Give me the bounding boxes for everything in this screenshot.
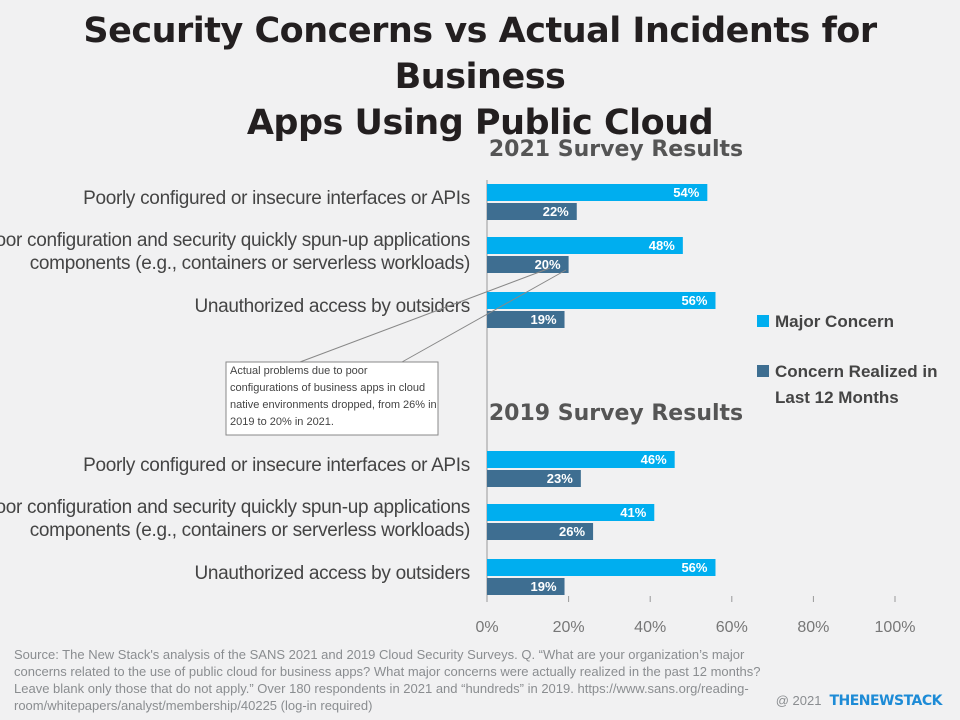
annotation-text: Actual problems due to poor <box>230 365 368 377</box>
concern-realized-bar <box>487 578 565 595</box>
copyright: @ 2021 <box>775 693 822 708</box>
bar-value-label: 20% <box>535 257 561 272</box>
bar-value-label: 23% <box>547 471 573 486</box>
major-concern-bar <box>487 504 655 521</box>
major-concern-bar <box>487 237 683 254</box>
concern-realized-bar <box>487 203 577 220</box>
legend-label: Last 12 Months <box>775 388 899 407</box>
category-label: Poor configuration and security quickly … <box>0 497 470 518</box>
legend-label: Concern Realized in <box>775 362 937 381</box>
x-tick-label: 0% <box>475 619 498 636</box>
concern-realized-bar <box>487 470 581 487</box>
bar-value-label: 19% <box>530 312 556 327</box>
major-concern-bar <box>487 451 675 468</box>
annotation-text: native environments dropped, from 26% in <box>230 399 437 411</box>
category-label: components (e.g., containers or serverle… <box>30 520 470 541</box>
category-label: components (e.g., containers or serverle… <box>30 253 470 274</box>
category-label: Poorly configured or insecure interfaces… <box>83 455 470 476</box>
annotation-text: configurations of business apps in cloud <box>230 382 425 394</box>
x-tick-label: 40% <box>634 619 666 636</box>
category-label: Unauthorized access by outsiders <box>194 563 470 584</box>
x-tick-label: 100% <box>875 619 916 636</box>
annotation-box <box>225 361 439 436</box>
bar-value-label: 26% <box>559 524 585 539</box>
x-tick-label: 20% <box>553 619 585 636</box>
concern-realized-bar <box>487 311 565 328</box>
panel-title: 2019 Survey Results <box>489 401 743 426</box>
footer: @ 2021 THENEWSTACK <box>775 693 943 709</box>
x-tick-label: 80% <box>797 619 829 636</box>
major-concern-bar <box>487 559 716 576</box>
major-concern-bar <box>487 184 708 201</box>
major-concern-bar <box>487 292 716 309</box>
panel-title: 2021 Survey Results <box>489 137 743 162</box>
legend-swatch-major-concern <box>757 315 769 327</box>
bar-value-label: 48% <box>649 238 675 253</box>
bar-value-label: 41% <box>620 505 646 520</box>
bar-value-label: 56% <box>681 293 707 308</box>
category-label: Poorly configured or insecure interfaces… <box>83 188 470 209</box>
category-label: Unauthorized access by outsiders <box>194 296 470 317</box>
chart-title: Security Concerns vs Actual Incidents fo… <box>0 8 960 146</box>
chart-title-line-2: Apps Using Public Cloud <box>246 103 714 143</box>
x-tick-label: 60% <box>716 619 748 636</box>
annotation-text: 2019 to 20% in 2021. <box>230 416 334 428</box>
source-note: Source: The New Stack's analysis of the … <box>14 647 761 713</box>
concern-realized-bar <box>487 523 594 540</box>
category-label: Poor configuration and security quickly … <box>0 230 470 251</box>
annotation-leader-line <box>299 267 551 363</box>
chart-title-line-1: Security Concerns vs Actual Incidents fo… <box>83 11 877 97</box>
brand-logo: THENEWSTACK <box>829 693 942 709</box>
bar-value-label: 54% <box>673 185 699 200</box>
legend-swatch-concern-realized <box>757 365 769 377</box>
bar-value-label: 22% <box>543 204 569 219</box>
bar-value-label: 19% <box>530 579 556 594</box>
bar-value-label: 46% <box>641 452 667 467</box>
bar-value-label: 56% <box>681 560 707 575</box>
annotation-leader-line <box>401 269 567 363</box>
legend-label: Major Concern <box>775 312 894 331</box>
